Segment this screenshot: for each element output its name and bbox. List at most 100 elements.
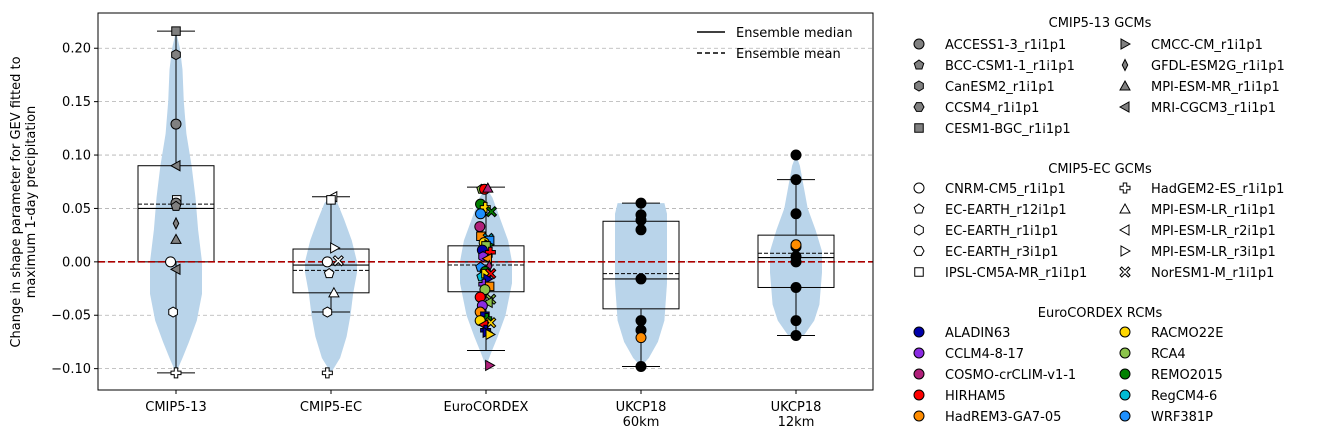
- legend-marker: [1119, 410, 1131, 422]
- data-point: [475, 208, 487, 220]
- legend-item-label: IPSL-CM5A-MR_r1i1p1: [945, 266, 1087, 281]
- legend-item-label: COSMO-crCLIM-v1-1: [945, 368, 1076, 383]
- legend-marker: [1119, 266, 1131, 278]
- legend-marker: [914, 267, 924, 277]
- data-point: [790, 315, 802, 327]
- inner-legend-label: Ensemble median: [736, 26, 853, 41]
- legend-group-title: CMIP5-13 GCMs: [1049, 16, 1152, 31]
- legend-item-label: HIRHAM5: [945, 389, 1006, 404]
- data-point: [635, 361, 647, 373]
- data-point: [635, 315, 647, 327]
- legend-marker: [914, 80, 924, 92]
- legend-item-label: ALADIN63: [945, 326, 1010, 341]
- legend-group-title: CMIP5-EC GCMs: [1048, 162, 1152, 177]
- data-point: [790, 281, 802, 293]
- data-point: [171, 26, 181, 36]
- legend-item-label: REMO2015: [1151, 368, 1223, 383]
- legend-item-label: ACCESS1-3_r1i1p1: [945, 38, 1066, 53]
- data-point: [790, 256, 802, 268]
- legend-marker: [914, 224, 924, 236]
- legend-item-label: EC-EARTH_r1i1p1: [945, 224, 1058, 239]
- violin: [305, 196, 357, 373]
- data-point: [170, 367, 182, 379]
- y-tick-label: 0.05: [62, 202, 91, 217]
- legend-item-label: WRF381P: [1151, 410, 1213, 425]
- data-point: [170, 200, 182, 211]
- data-point: [790, 330, 802, 342]
- legend-item-label: CCLM4-8-17: [945, 347, 1024, 362]
- data-point: [171, 49, 181, 61]
- data-point: [330, 242, 341, 254]
- legend-item-label: HadGEM2-ES_r1i1p1: [1151, 182, 1284, 197]
- legend-marker: [913, 389, 925, 401]
- data-point: [485, 328, 497, 341]
- legend-marker: [913, 59, 925, 70]
- legend-item-label: HadREM3-GA7-05: [945, 410, 1061, 425]
- legend-marker: [1120, 38, 1132, 50]
- x-tick-label: CMIP5-EC: [300, 400, 362, 415]
- legend-marker: [913, 102, 925, 112]
- legend-item-label: RCA4: [1151, 347, 1186, 362]
- violin: [615, 203, 667, 367]
- data-point: [170, 233, 182, 244]
- legend-item-label: CNRM-CM5_r1i1p1: [945, 182, 1066, 197]
- data-point: [635, 214, 647, 226]
- legend-item-label: GFDL-ESM2G_r1i1p1: [1151, 59, 1285, 74]
- legend-marker: [913, 368, 925, 380]
- legend-marker: [913, 410, 925, 422]
- data-point: [790, 239, 802, 251]
- data-point: [170, 118, 182, 130]
- data-point: [790, 208, 802, 220]
- legend-item-label: MPI-ESM-LR_r3i1p1: [1151, 245, 1276, 260]
- legend-group-title: EuroCORDEX RCMs: [1038, 306, 1163, 321]
- data-point: [321, 367, 333, 379]
- data-point: [326, 195, 336, 205]
- legend-marker: [913, 203, 925, 214]
- data-point: [485, 205, 498, 218]
- legend-group: CMIP5-13 GCMs ACCESS1-3_r1i1p1 BCC-CSM1-1_…: [913, 16, 1285, 137]
- legend-marker: [1119, 347, 1131, 359]
- x-tick-label: EuroCORDEX: [444, 400, 529, 415]
- data-point: [484, 246, 496, 258]
- legend-marker: [1119, 182, 1131, 194]
- legend-item-label: EC-EARTH_r3i1p1: [945, 245, 1058, 260]
- data-point: [474, 221, 486, 233]
- legend-marker: [1118, 101, 1130, 113]
- legend-item-label: MPI-ESM-MR_r1i1p1: [1151, 80, 1280, 95]
- legend-marker: [1119, 389, 1131, 401]
- y-axis-label-line: maximum 1-day precipitation: [24, 106, 39, 299]
- legend-marker: [1121, 58, 1129, 72]
- legend-marker: [913, 182, 925, 194]
- x-tick-label: 60km: [623, 415, 660, 430]
- x-tick-label: 12km: [778, 415, 815, 430]
- data-point: [635, 332, 647, 344]
- data-point: [172, 216, 180, 231]
- group-legend: CMIP5-13 GCMs ACCESS1-3_r1i1p1 BCC-CSM1-1_…: [913, 16, 1285, 425]
- y-tick-label: 0.00: [62, 255, 91, 270]
- legend-item-label: CCSM4_r1i1p1: [945, 101, 1039, 116]
- legend-marker: [913, 347, 925, 359]
- data-point: [165, 256, 177, 268]
- x-tick-label: UKCP18: [771, 400, 822, 415]
- data-point: [479, 201, 491, 213]
- inner-legend-label: Ensemble mean: [736, 47, 841, 62]
- data-point: [169, 263, 181, 276]
- data-point: [790, 174, 802, 186]
- y-tick-label: 0.20: [62, 42, 91, 57]
- legend-group: EuroCORDEX RCMs ALADIN63 CCLM4-8-17 COSMO-c…: [913, 306, 1223, 425]
- data-point: [635, 224, 647, 236]
- data-point: [790, 149, 802, 161]
- y-tick-label: −0.10: [51, 362, 91, 377]
- legend-item-label: BCC-CSM1-1_r1i1p1: [945, 59, 1075, 74]
- legend-item-label: MPI-ESM-LR_r1i1p1: [1151, 203, 1276, 218]
- legend-group: CMIP5-EC GCMs CNRM-CM5_r1i1p1 EC-EARTH_r12…: [913, 162, 1284, 281]
- legend-marker: [1118, 224, 1130, 236]
- y-axis-label-line: Change in shape parameter for GEV fitted…: [9, 56, 24, 347]
- data-point: [323, 267, 335, 279]
- x-tick-label: UKCP18: [616, 400, 667, 415]
- legend-marker: [913, 38, 925, 50]
- data-point: [635, 197, 647, 209]
- legend-item-label: RACMO22E: [1151, 326, 1223, 341]
- legend-item-label: CanESM2_r1i1p1: [945, 80, 1055, 95]
